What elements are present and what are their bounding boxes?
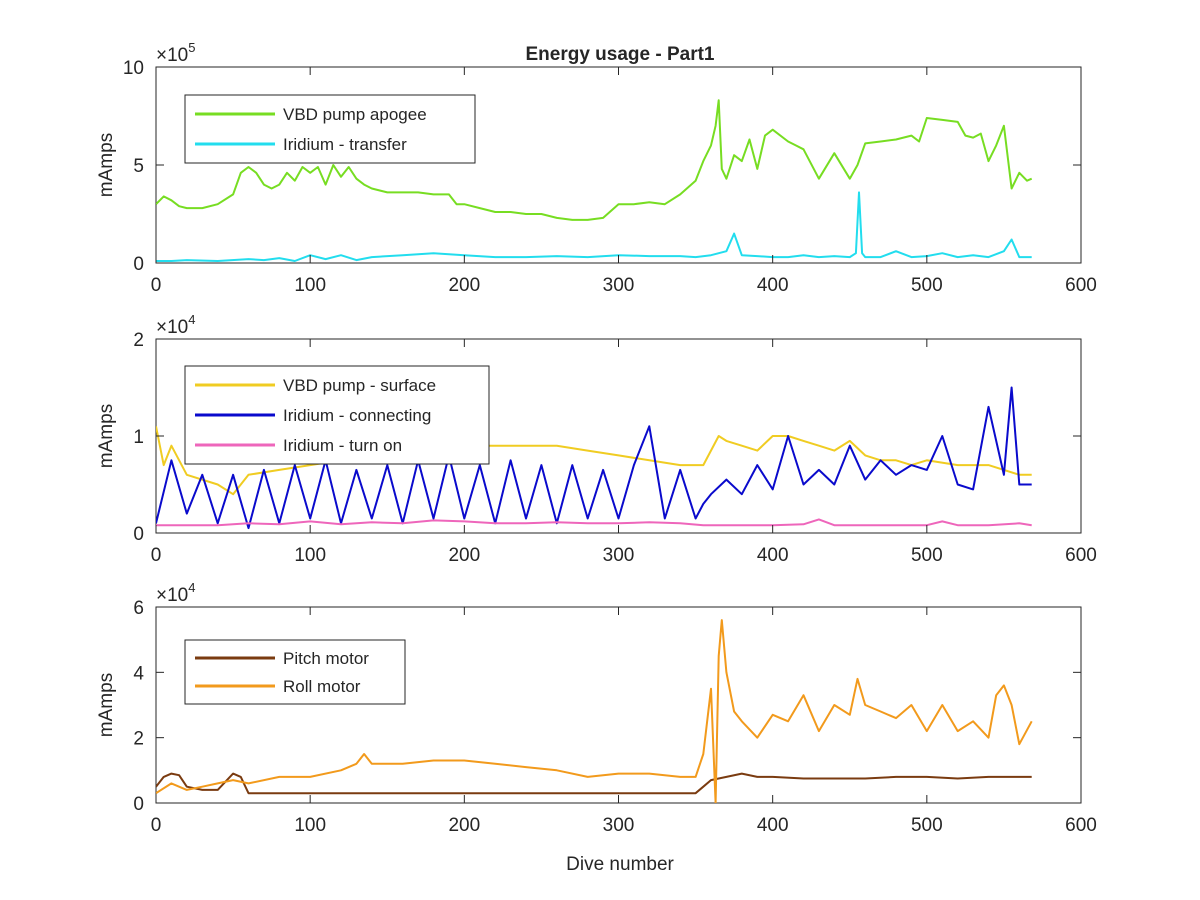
y-tick-label: 5	[133, 156, 144, 177]
series-line-roll-motor	[156, 619, 1033, 803]
series-line-iridium-turn-on	[156, 518, 1032, 527]
series-line-iridium-transfer	[156, 191, 1032, 262]
x-tick-label: 200	[448, 275, 480, 296]
x-axis-label: Dive number	[566, 854, 674, 875]
legend-box	[184, 94, 476, 164]
y-exponent-label: ×105	[156, 40, 195, 66]
series-group	[156, 99, 1033, 262]
x-tick-label: 200	[448, 545, 480, 566]
y-tick-label: 4	[133, 663, 144, 684]
subplot-3: 0 100 200 300 400 500 600 0 2 4 6 ×104 mAmps Pitch mo…	[96, 580, 1097, 836]
x-tick-label: 0	[151, 275, 162, 296]
y-tick-label: 2	[133, 729, 144, 750]
legend: VBD pump apogee Iridium - transfer	[184, 94, 476, 164]
subplot-2: 0 100 200 300 400 500 600 0 1 2 ×104 mAmps VBD pump …	[96, 312, 1097, 566]
series-line-pitch-motor	[156, 772, 1032, 795]
x-tick-label: 200	[448, 815, 480, 836]
x-tick-label: 300	[603, 275, 635, 296]
x-tick-label: 400	[757, 545, 789, 566]
legend: VBD pump - surface Iridium - connecting Ir…	[184, 365, 490, 465]
y-tick-label: 0	[133, 254, 144, 275]
y-exponent-label: ×104	[156, 312, 195, 338]
figure-title: Energy usage - Part1	[525, 44, 714, 65]
x-tick-label: 100	[294, 275, 326, 296]
subplot-1: 0 100 200 300 400 500 600 0 5 10 ×105 mAmps VBD pump…	[96, 40, 1097, 296]
x-tick-label: 600	[1065, 545, 1097, 566]
y-tick-label: 2	[133, 330, 144, 351]
x-tick-label: 300	[603, 545, 635, 566]
x-tick-label: 400	[757, 275, 789, 296]
y-exponent-label: ×104	[156, 580, 195, 606]
x-tick-label: 500	[911, 275, 943, 296]
y-axis-label: mAmps	[96, 133, 117, 197]
legend-entry: Iridium - transfer	[283, 135, 407, 154]
x-tick-label: 500	[911, 815, 943, 836]
legend: Pitch motor Roll motor	[184, 639, 406, 705]
x-tick-label: 0	[151, 545, 162, 566]
legend-entry: Iridium - connecting	[283, 406, 431, 425]
x-tick-label: 400	[757, 815, 789, 836]
series-line-iridium-connecting	[156, 386, 1032, 530]
y-tick-label: 0	[133, 794, 144, 815]
legend-entry: Iridium - turn on	[283, 436, 402, 455]
series-line-vbd-pump-apogee	[156, 99, 1033, 221]
series-group	[156, 386, 1032, 530]
y-tick-label: 0	[133, 524, 144, 545]
y-axis-label: mAmps	[96, 404, 117, 468]
y-axis-label: mAmps	[96, 673, 117, 737]
series-line-vbd-pump-surface	[156, 426, 1032, 496]
x-tick-label: 100	[294, 815, 326, 836]
series-group	[156, 619, 1033, 803]
y-tick-label: 1	[133, 427, 144, 448]
y-tick-label: 10	[123, 58, 144, 79]
legend-entry: VBD pump apogee	[283, 105, 427, 124]
x-tick-label: 100	[294, 545, 326, 566]
legend-entry: Roll motor	[283, 677, 361, 696]
legend-entry: VBD pump - surface	[283, 376, 436, 395]
legend-entry: Pitch motor	[283, 649, 369, 668]
legend-box	[184, 639, 406, 705]
legend-box	[184, 365, 490, 465]
x-tick-label: 500	[911, 545, 943, 566]
x-tick-label: 300	[603, 815, 635, 836]
x-tick-label: 0	[151, 815, 162, 836]
x-tick-label: 600	[1065, 815, 1097, 836]
x-tick-label: 600	[1065, 275, 1097, 296]
y-tick-label: 6	[133, 598, 144, 619]
